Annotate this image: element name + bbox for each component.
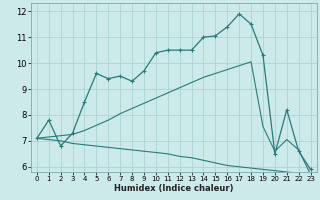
X-axis label: Humidex (Indice chaleur): Humidex (Indice chaleur) <box>114 184 234 193</box>
